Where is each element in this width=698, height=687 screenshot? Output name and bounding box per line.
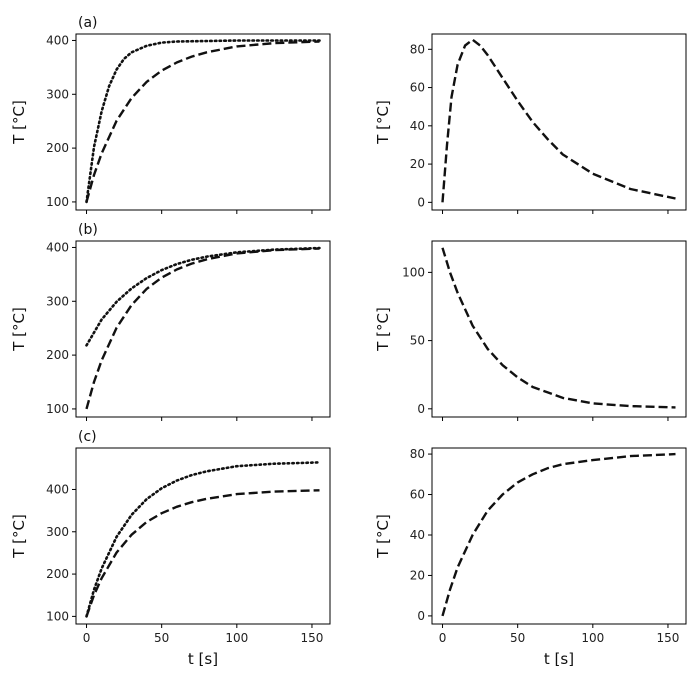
x-tick-label: 50 <box>510 631 525 645</box>
dashed-series-line-2 <box>85 489 320 617</box>
y-tick-label: 400 <box>46 240 69 254</box>
x-tick-label: 100 <box>225 631 248 645</box>
axes-frame <box>75 240 331 418</box>
y-tick-label: 400 <box>46 482 69 496</box>
x-tick-label: 100 <box>581 631 604 645</box>
axes-frame <box>431 447 687 625</box>
axes-frame <box>431 240 687 418</box>
x-axis-label: t [s] <box>544 650 574 668</box>
y-tick-label: 100 <box>46 402 69 416</box>
y-tick-label: 40 <box>410 528 425 542</box>
y-tick-label: 0 <box>417 609 425 623</box>
y-tick-label: 400 <box>46 33 69 47</box>
y-tick-label: 0 <box>417 402 425 416</box>
y-axis-label: T [°C] <box>10 100 28 145</box>
x-axis-label: t [s] <box>188 650 218 668</box>
x-tick-label: 0 <box>439 631 447 645</box>
panel-label: (c) <box>78 429 97 445</box>
y-axis-label: T [°C] <box>374 100 392 145</box>
dashed-series-line-1 <box>441 247 676 409</box>
subplot-5: 0 50 100 150 100 200 300 400 T [°C] t [s] (c) <box>10 429 331 668</box>
y-tick-label: 80 <box>410 447 425 461</box>
y-tick-label: 100 <box>46 195 69 209</box>
y-tick-label: 60 <box>410 81 425 95</box>
subplot-2: 0 20 40 60 80 T [°C] <box>374 33 687 214</box>
y-tick-label: 100 <box>402 265 425 279</box>
panel-label: (a) <box>78 15 98 31</box>
subplot-1: 100 200 300 400 T [°C] (a) <box>10 15 331 214</box>
dotted-series-line-1 <box>85 461 321 618</box>
y-axis-label: T [°C] <box>10 514 28 559</box>
y-tick-label: 0 <box>417 195 425 209</box>
y-tick-label: 20 <box>410 568 425 582</box>
subplot-6: 0 50 100 150 0 20 40 60 80 T [°C] t [s] <box>374 447 687 668</box>
dashed-series-line-2 <box>85 40 320 203</box>
x-tick-label: 0 <box>83 631 91 645</box>
y-tick-label: 200 <box>46 141 69 155</box>
y-tick-label: 20 <box>410 157 425 171</box>
y-axis-label: T [°C] <box>374 307 392 352</box>
x-tick-label: 50 <box>154 631 169 645</box>
axes-frame <box>75 447 331 625</box>
panel-label: (b) <box>78 222 98 238</box>
y-tick-label: 200 <box>46 348 69 362</box>
y-axis-label: T [°C] <box>374 514 392 559</box>
dashed-series-line-1 <box>441 38 676 203</box>
y-tick-label: 80 <box>410 42 425 56</box>
dotted-series-line-1 <box>85 39 321 204</box>
dashed-series-line-1 <box>441 452 676 617</box>
y-tick-label: 50 <box>410 334 425 348</box>
y-tick-label: 60 <box>410 488 425 502</box>
y-tick-label: 40 <box>410 119 425 133</box>
y-axis-label: T [°C] <box>10 307 28 352</box>
subplot-3: 100 200 300 400 T [°C] (b) <box>10 222 331 421</box>
x-tick-label: 150 <box>657 631 680 645</box>
x-tick-label: 150 <box>301 631 324 645</box>
dotted-series-line-1 <box>85 246 321 347</box>
subplot-4: 0 50 100 T [°C] <box>374 240 687 421</box>
y-tick-label: 200 <box>46 567 69 581</box>
axes-frame <box>431 33 687 211</box>
y-tick-label: 100 <box>46 609 69 623</box>
y-tick-label: 300 <box>46 525 69 539</box>
dashed-series-line-2 <box>85 247 320 410</box>
axes-frame <box>75 33 331 211</box>
y-tick-label: 300 <box>46 294 69 308</box>
y-tick-label: 300 <box>46 87 69 101</box>
